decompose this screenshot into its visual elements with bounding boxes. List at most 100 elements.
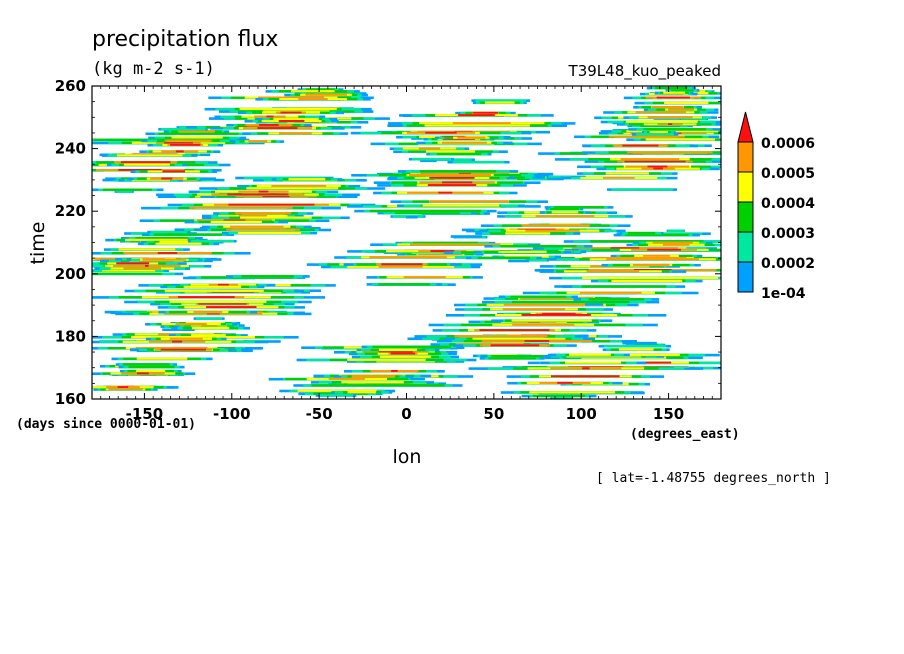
- precip-cell: [529, 259, 547, 262]
- colorbar-label: 1e-04: [761, 286, 806, 302]
- precip-cell: [603, 344, 666, 348]
- y-axis-units: (days since 0000-01-01): [16, 417, 196, 432]
- precip-cell: [120, 161, 171, 164]
- precip-cell: [488, 357, 536, 360]
- precip-cell: [164, 289, 264, 292]
- precip-cell: [452, 122, 511, 125]
- colorbar-box: [737, 261, 754, 293]
- precip-cell: [394, 211, 460, 215]
- precip-cell: [175, 323, 207, 325]
- precip-cell: [102, 188, 152, 191]
- precip-cell: [235, 126, 313, 128]
- precip-cell: [419, 170, 497, 173]
- precip-cell: [153, 233, 222, 236]
- precip-cell: [579, 291, 642, 294]
- precip-cell: [347, 358, 426, 361]
- precip-cell: [228, 203, 315, 206]
- precip-cell: [520, 297, 593, 300]
- precip-cell: [450, 235, 483, 238]
- precip-cell: [611, 188, 673, 191]
- precip-cell: [608, 135, 685, 138]
- precip-cell: [273, 118, 319, 121]
- precip-cell: [424, 124, 530, 127]
- precip-cell: [457, 136, 486, 139]
- precip-cell: [620, 158, 680, 161]
- precip-cell: [425, 150, 476, 153]
- precip-cell: [524, 340, 550, 342]
- precip-cell: [125, 238, 188, 241]
- precip-cell: [279, 132, 312, 135]
- precip-cell: [413, 241, 478, 245]
- colorbar-label: 0.0006: [761, 136, 815, 152]
- precip-cell: [297, 389, 377, 392]
- precip-cell: [628, 231, 656, 235]
- precip-cell: [210, 220, 262, 223]
- precip-cell: [116, 262, 150, 265]
- colorbar: 1e-04 0.0002 0.0003 0.0004 0.0005 0.0006: [737, 111, 815, 302]
- precip-cell: [647, 165, 668, 168]
- precip-cell: [118, 248, 176, 251]
- precip-cell: [169, 337, 203, 340]
- precip-cell: [418, 147, 441, 150]
- precip-cell: [369, 209, 482, 213]
- precip-cell: [391, 370, 398, 372]
- precip-cell: [258, 96, 325, 99]
- precip-cell: [624, 160, 686, 163]
- precip-cell: [206, 306, 257, 308]
- precip-cell: [643, 128, 706, 131]
- precip-cell: [409, 174, 491, 176]
- precip-cell: [442, 141, 487, 144]
- precip-cell: [372, 345, 451, 348]
- precip-cell: [622, 144, 659, 147]
- precip-cell: [226, 228, 300, 231]
- precip-cell: [131, 336, 255, 339]
- precip-cell: [117, 386, 129, 388]
- precip-cell: [503, 303, 589, 306]
- precip-cell: [603, 176, 635, 179]
- chart-title: precipitation flux: [92, 27, 278, 52]
- precip-cell: [378, 283, 430, 286]
- precip-cell: [664, 101, 709, 104]
- precip-cell: [430, 250, 455, 252]
- precip-cell: [298, 98, 328, 100]
- precip-cell: [193, 310, 223, 313]
- precip-cell: [378, 265, 423, 268]
- precip-cell: [239, 107, 337, 111]
- precip-cell: [500, 245, 577, 248]
- precip-cell: [378, 351, 413, 353]
- precip-cell: [175, 150, 184, 153]
- precip-cell: [475, 99, 527, 102]
- precip-cell: [230, 225, 284, 228]
- precip-cell: [625, 233, 689, 237]
- precip-cell: [142, 258, 187, 261]
- precip-cell: [605, 172, 649, 175]
- precip-cell: [511, 300, 630, 304]
- precip-cell: [512, 323, 575, 326]
- precip-cell: [653, 167, 663, 170]
- precip-cell: [477, 256, 530, 259]
- x-tick-label: 150: [653, 405, 684, 423]
- precip-cell: [223, 219, 246, 222]
- precip-cell: [92, 272, 162, 275]
- precip-cell: [542, 312, 576, 315]
- precip-cell: [436, 152, 481, 156]
- precip-cell: [217, 283, 229, 286]
- precip-cell: [381, 263, 423, 266]
- precip-cell: [257, 127, 298, 129]
- precip-cell: [484, 101, 515, 104]
- precip-cell: [128, 365, 175, 369]
- precip-cell: [136, 369, 166, 373]
- x-axis: -150 -100 -50 0 50 100 150: [100, 86, 713, 423]
- precip-cell: [427, 184, 477, 186]
- precip-cell: [116, 190, 133, 193]
- precip-cell: [159, 240, 205, 244]
- colorbar-box: [737, 231, 754, 263]
- precip-cell: [502, 308, 566, 311]
- x-axis-label: lon: [393, 446, 422, 468]
- precip-cell: [311, 384, 445, 387]
- precip-cell: [632, 263, 670, 266]
- precip-cell: [347, 391, 377, 394]
- precip-cell: [452, 160, 505, 164]
- colorbar-label: 0.0005: [761, 166, 815, 182]
